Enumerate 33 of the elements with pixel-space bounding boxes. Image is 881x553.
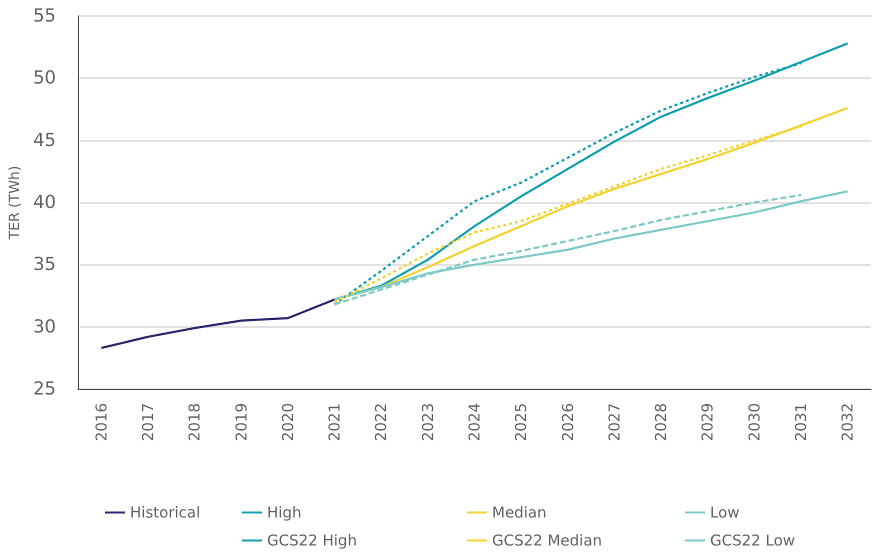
legend-label: GCS22 High — [267, 532, 357, 550]
x-tick-label: 2027 — [605, 403, 624, 442]
x-tick-label: 2022 — [372, 403, 390, 442]
legend-label: High — [267, 504, 302, 522]
legend-label: GCS22 Low — [710, 532, 796, 550]
y-tick-label: 30 — [33, 316, 56, 338]
x-tick-label: 2032 — [838, 403, 857, 442]
legend-label: Low — [710, 504, 740, 522]
x-tick-label: 2017 — [138, 403, 157, 442]
legend-label: GCS22 Median — [492, 532, 602, 550]
legend-label: Median — [492, 504, 547, 522]
x-tick-label: 2020 — [278, 403, 297, 442]
x-tick-label: 2023 — [418, 403, 437, 442]
y-tick-label: 35 — [33, 254, 56, 276]
x-tick-label: 2019 — [232, 403, 250, 442]
x-tick-label: 2025 — [512, 403, 530, 442]
x-tick-label: 2018 — [186, 403, 204, 442]
x-tick-label: 2021 — [326, 403, 344, 442]
y-tick-label: 25 — [33, 378, 56, 400]
y-tick-label: 40 — [33, 192, 56, 213]
x-tick-label: 2028 — [652, 403, 670, 442]
legend-label: Historical — [130, 504, 200, 522]
x-tick-label: 2024 — [466, 403, 484, 442]
x-tick-label: 2029 — [698, 403, 717, 442]
line-series — [100, 298, 336, 350]
x-tick-label: 2016 — [92, 403, 110, 442]
y-tick-label: 55 — [33, 6, 56, 26]
y-tick-label: 45 — [33, 130, 56, 151]
x-tick-label: 2031 — [792, 403, 810, 442]
x-tick-label: 2026 — [558, 403, 577, 442]
y-tick-label: 50 — [33, 68, 56, 89]
x-tick-label: 2030 — [745, 403, 764, 442]
y-axis-title: TER (TWh) — [7, 166, 24, 240]
